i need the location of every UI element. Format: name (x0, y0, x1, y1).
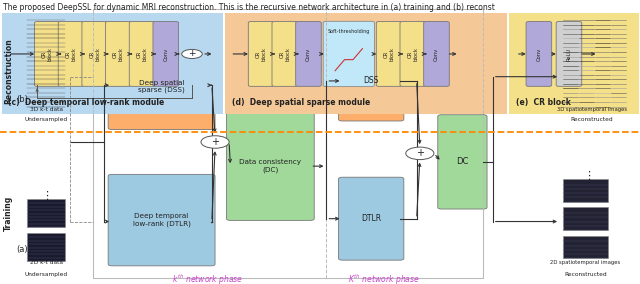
FancyBboxPatch shape (323, 21, 374, 87)
Bar (563, 16, 621, 106)
FancyBboxPatch shape (153, 22, 179, 86)
FancyBboxPatch shape (296, 22, 321, 86)
Text: Deep spatial
sparse (DSS): Deep spatial sparse (DSS) (138, 80, 185, 93)
Text: (b): (b) (17, 95, 28, 104)
Text: ⋮: ⋮ (40, 191, 52, 201)
Circle shape (406, 147, 434, 160)
Text: Undersampled: Undersampled (24, 117, 68, 122)
Bar (563, 207, 608, 230)
Text: 2D k-t data: 2D k-t data (29, 260, 63, 265)
Text: Conv: Conv (434, 47, 439, 60)
Text: Conv: Conv (163, 47, 168, 60)
Text: CR
block: CR block (113, 47, 124, 61)
Text: Soft-thresholding: Soft-thresholding (328, 29, 370, 34)
Text: +: + (211, 137, 219, 147)
FancyBboxPatch shape (58, 22, 84, 86)
Text: ReLU: ReLU (566, 47, 572, 60)
FancyBboxPatch shape (400, 22, 426, 86)
Text: Undersampled: Undersampled (24, 272, 68, 277)
Bar (27, 16, 65, 106)
FancyBboxPatch shape (272, 22, 298, 86)
Bar (225, 13, 507, 114)
Circle shape (182, 49, 202, 59)
Text: (e)  CR block: (e) CR block (516, 98, 571, 107)
Text: (a): (a) (17, 245, 28, 254)
FancyBboxPatch shape (108, 44, 215, 130)
Text: Training: Training (4, 195, 13, 231)
Text: DC: DC (456, 157, 468, 166)
FancyBboxPatch shape (129, 22, 155, 86)
Text: 2D spatiotemporal images: 2D spatiotemporal images (550, 260, 621, 265)
FancyBboxPatch shape (106, 22, 131, 86)
Bar (27, 233, 65, 261)
Text: CR
block: CR block (137, 47, 147, 61)
Bar (563, 179, 608, 202)
Text: (c)  Deep temporal low-rank module: (c) Deep temporal low-rank module (8, 98, 164, 107)
Text: CR
block: CR block (408, 47, 418, 61)
FancyBboxPatch shape (556, 22, 582, 86)
Text: CR
block: CR block (280, 47, 290, 61)
Text: Reconstruction: Reconstruction (4, 38, 13, 104)
FancyBboxPatch shape (526, 22, 552, 86)
FancyBboxPatch shape (424, 22, 449, 86)
Bar (2, 13, 223, 114)
Text: The proposed DeepSSL for dynamic MRI reconstruction. This is the recursive netwo: The proposed DeepSSL for dynamic MRI rec… (3, 3, 495, 12)
Text: CR
block: CR block (66, 47, 76, 61)
Text: 3D k-t data: 3D k-t data (29, 107, 63, 112)
Text: $k^{th}$ network phase: $k^{th}$ network phase (172, 273, 244, 284)
Text: $K^{th}$ network phase: $K^{th}$ network phase (348, 273, 420, 284)
Circle shape (201, 136, 229, 148)
Text: CR
block: CR block (90, 47, 100, 61)
Text: ⋮: ⋮ (583, 171, 595, 181)
Text: CR
block: CR block (384, 47, 394, 61)
Text: 3D spatiotemporal images: 3D spatiotemporal images (557, 107, 627, 112)
Text: Conv: Conv (306, 47, 311, 60)
Text: Data consistency
(DC): Data consistency (DC) (239, 159, 301, 173)
FancyBboxPatch shape (339, 177, 404, 260)
Text: (d)  Deep spatial sparse module: (d) Deep spatial sparse module (232, 98, 370, 107)
Text: +: + (188, 49, 196, 59)
Text: CR
block: CR block (256, 47, 266, 61)
Text: Deep temporal
low-rank (DTLR): Deep temporal low-rank (DTLR) (132, 213, 191, 227)
FancyBboxPatch shape (35, 22, 60, 86)
Text: DSS: DSS (364, 76, 379, 85)
FancyBboxPatch shape (438, 115, 487, 209)
Text: DTLR: DTLR (361, 214, 381, 223)
FancyBboxPatch shape (248, 22, 274, 86)
FancyBboxPatch shape (227, 112, 314, 220)
FancyBboxPatch shape (82, 22, 108, 86)
Text: Reconstructed: Reconstructed (571, 117, 613, 122)
FancyBboxPatch shape (108, 174, 215, 266)
FancyBboxPatch shape (339, 41, 404, 121)
Text: CR
block: CR block (42, 47, 52, 61)
Bar (93, 9, 483, 278)
Bar (563, 236, 608, 258)
Text: Conv: Conv (536, 47, 541, 60)
Bar (27, 199, 65, 227)
FancyBboxPatch shape (376, 22, 402, 86)
Text: +: + (416, 148, 424, 158)
Text: Reconstructed: Reconstructed (564, 272, 607, 277)
Bar (509, 13, 639, 114)
